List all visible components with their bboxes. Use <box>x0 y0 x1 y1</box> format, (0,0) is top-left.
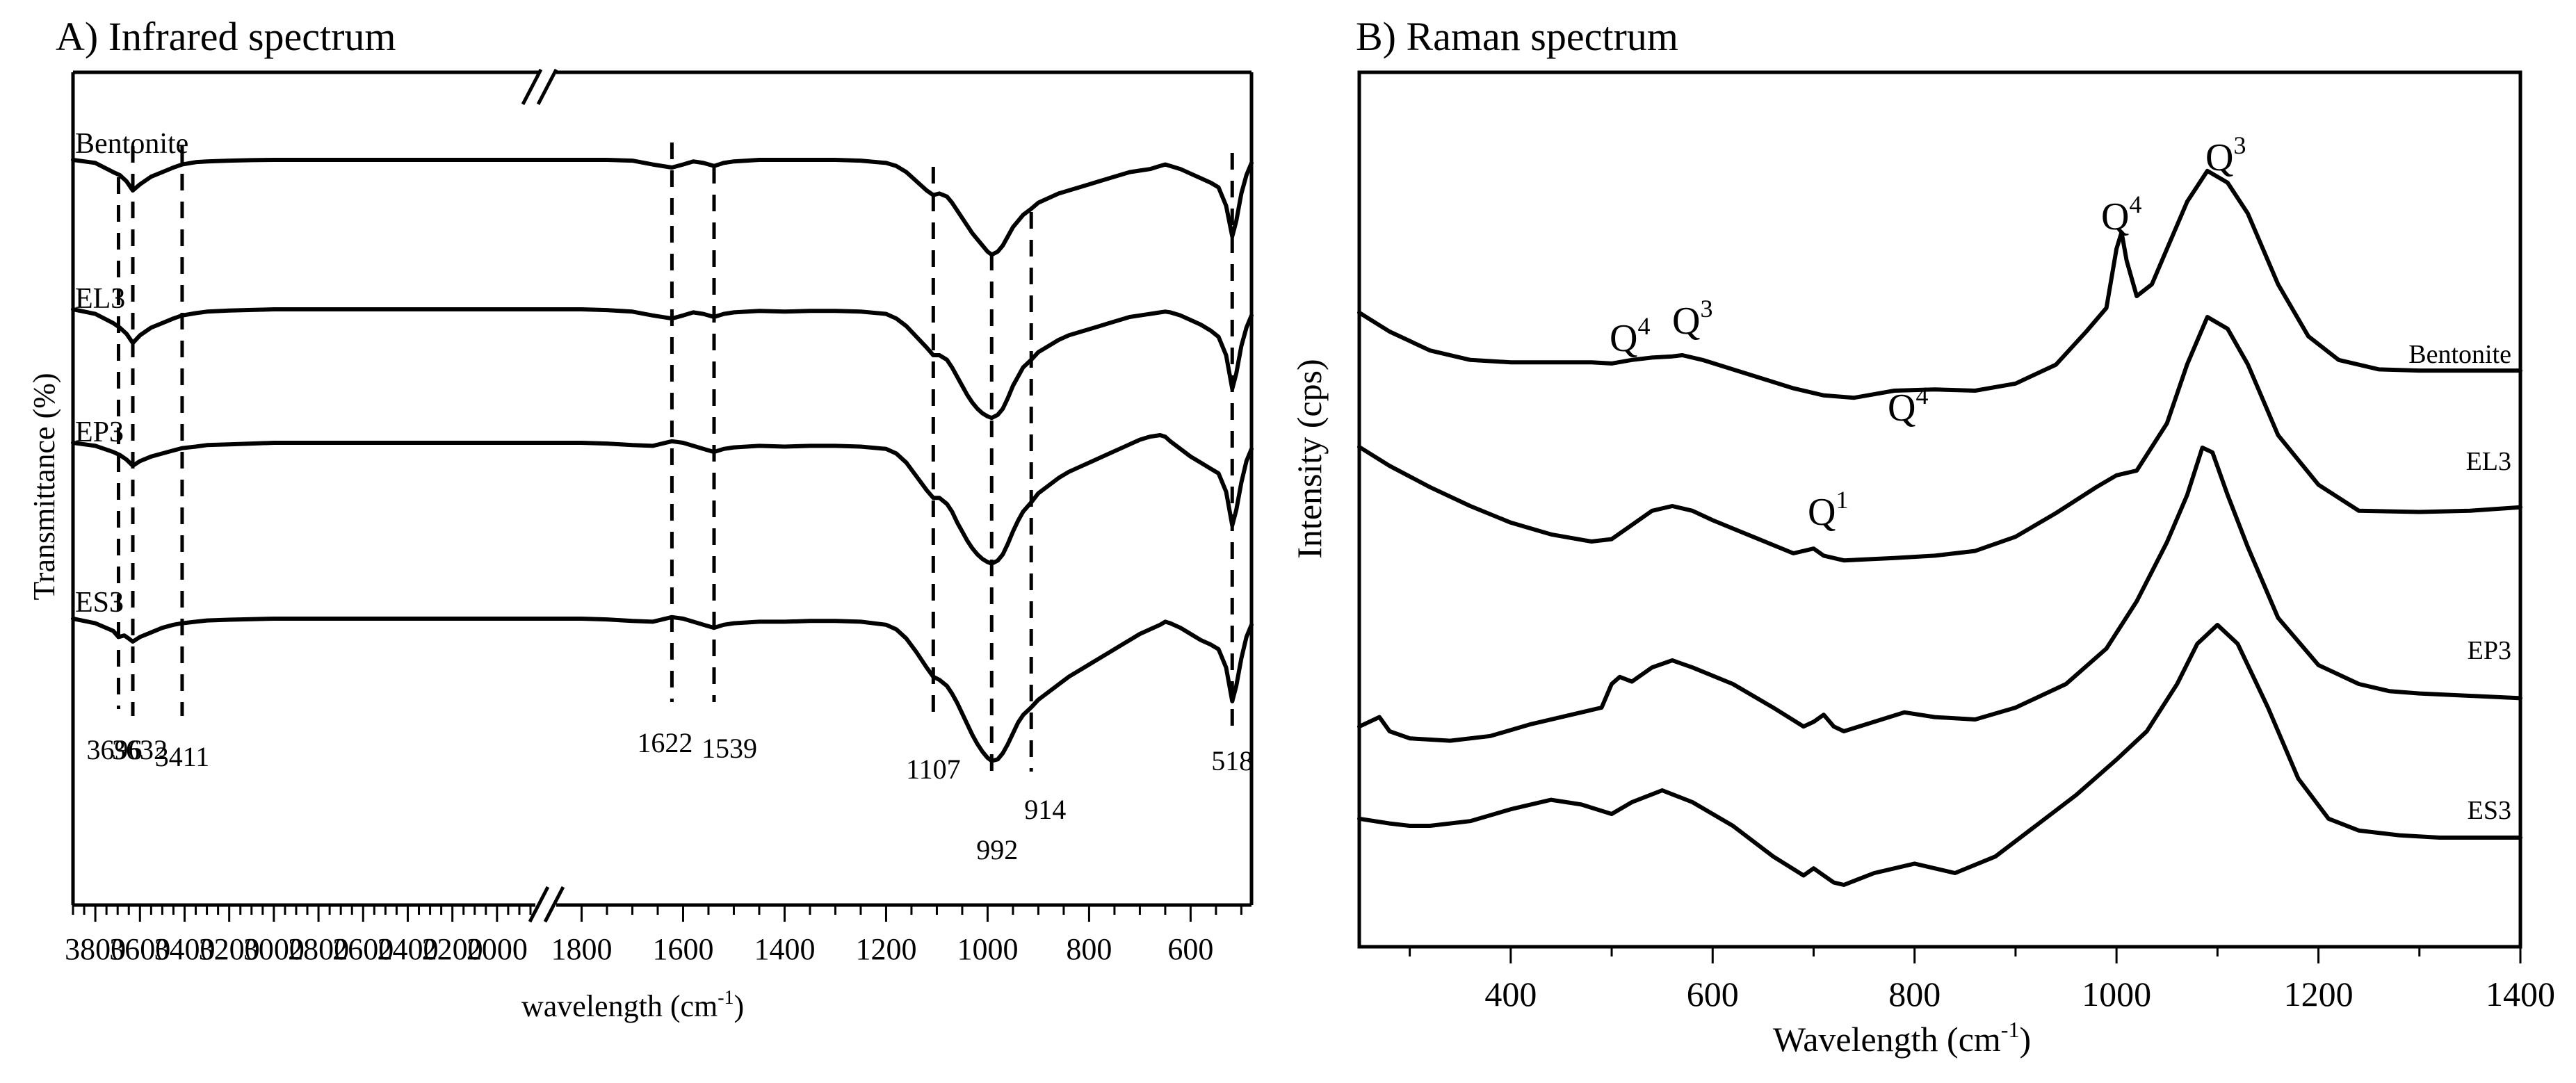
raman-curve-es3 <box>1357 623 2522 887</box>
ir-curve-es3-right <box>528 614 1254 763</box>
raman-x-axis-label-sup: -1 <box>2001 1017 2020 1042</box>
ir-curve-ep3-right <box>528 433 1254 566</box>
ir-marker-label-3696: 3696 <box>86 734 142 765</box>
ir-series-labels: Bentonite EL3 EP3 ES3 <box>75 128 188 619</box>
ir-x-axis-label-text: wavelength (cm <box>521 989 718 1023</box>
ir-tick-label-800: 800 <box>1066 932 1112 966</box>
raman-tick-label-800: 800 <box>1888 975 1941 1013</box>
raman-series-label-ep3: EP3 <box>2468 636 2511 665</box>
raman-series-label-bentonite: Bentonite <box>2408 340 2511 369</box>
raman-annotation-q3-4: Q3 <box>2205 131 2246 179</box>
ir-x-ticks <box>72 905 1242 922</box>
ir-marker-label-1539: 1539 <box>702 733 757 764</box>
ir-curve-bentonite-left <box>71 158 533 193</box>
ir-marker-label-1107: 1107 <box>906 754 961 785</box>
raman-tick-label-1200: 1200 <box>2284 975 2354 1013</box>
ir-tick-label-1400: 1400 <box>754 932 815 966</box>
raman-x-axis-label-close: ) <box>2019 1020 2031 1059</box>
raman-series-label-es3: ES3 <box>2468 796 2511 825</box>
ir-tick-label-3200: 3200 <box>199 932 260 966</box>
ir-x-axis-label: wavelength (cm-1) <box>521 987 744 1023</box>
raman-frame <box>1357 70 2522 949</box>
raman-panel: B) Raman spectrum 400 600 800 1000 1200 1400 … <box>1290 14 2555 1059</box>
ir-title: A) Infrared spectrum <box>56 14 396 59</box>
ir-series-curves <box>71 158 1254 763</box>
ir-tick-label-600: 600 <box>1167 932 1213 966</box>
ir-tick-label-1200: 1200 <box>855 932 916 966</box>
ir-y-axis-label: Transmittance (%) <box>27 373 61 600</box>
ir-curve-el3-left <box>71 307 533 345</box>
raman-annotation-q1-5: Q1 <box>1808 486 1848 534</box>
ir-series-label-ep3: EP3 <box>75 416 124 448</box>
ir-curve-el3-right <box>528 307 1254 421</box>
ir-panel: A) Infrared spectrum 3800360034003200300… <box>27 14 1254 1023</box>
ir-tick-label-3000: 3000 <box>243 932 305 966</box>
ir-tick-label-2200: 2200 <box>422 932 483 966</box>
raman-y-axis-label: Intensity (cps) <box>1290 359 1329 558</box>
raman-series-label-el3: EL3 <box>2466 447 2511 476</box>
ir-tick-label-2800: 2800 <box>288 932 349 966</box>
ir-marker-label-518: 518 <box>1211 745 1253 776</box>
ir-tick-label-1000: 1000 <box>957 932 1018 966</box>
ir-tick-label-2000: 2000 <box>467 932 528 966</box>
ir-curve-es3-left <box>71 617 533 644</box>
raman-curve-el3 <box>1357 315 2522 563</box>
ir-x-axis-label-sup: -1 <box>718 987 734 1009</box>
raman-annotation-q4-2: Q4 <box>1888 382 1928 430</box>
raman-q-annotations: Q4 Q3 Q4 Q4 Q3 Q1 <box>1610 131 2246 534</box>
ir-curve-ep3-left <box>71 441 533 468</box>
raman-tick-label-600: 600 <box>1687 975 1739 1013</box>
ir-x-tick-labels: 3800360034003200300028002600240022002000… <box>65 932 1213 966</box>
ir-tick-label-3800: 3800 <box>65 932 126 966</box>
ir-marker-label-914: 914 <box>1024 794 1066 825</box>
raman-annotation-q4-0: Q4 <box>1610 312 1650 360</box>
raman-series-curves <box>1357 168 2522 887</box>
ir-x-axis-label-close: ) <box>734 989 745 1023</box>
ir-curve-bentonite-right <box>528 158 1254 257</box>
ir-marker-label-1622: 1622 <box>637 727 692 758</box>
ir-tick-label-1800: 1800 <box>551 932 612 966</box>
ir-series-label-es3: ES3 <box>75 587 124 619</box>
ir-tick-label-3600: 3600 <box>109 932 170 966</box>
raman-x-axis-label-text: Wavelength (cm <box>1773 1020 2001 1059</box>
raman-curve-ep3 <box>1357 446 2522 743</box>
raman-annotation-q4-3: Q4 <box>2101 190 2141 238</box>
ir-frame <box>71 70 1254 907</box>
ir-marker-label-3411: 3411 <box>155 741 210 772</box>
raman-series-labels: Bentonite EL3 EP3 ES3 <box>2408 340 2511 825</box>
ir-series-label-bentonite: Bentonite <box>75 128 188 160</box>
raman-annotation-q3-1: Q3 <box>1672 295 1712 343</box>
raman-tick-label-1400: 1400 <box>2486 975 2555 1013</box>
ir-axis-break-bottom <box>528 886 565 923</box>
ir-axis-break-top <box>521 68 558 106</box>
raman-tick-label-400: 400 <box>1484 975 1537 1013</box>
raman-title: B) Raman spectrum <box>1356 14 1678 59</box>
raman-curve-bentonite <box>1357 168 2522 400</box>
raman-x-tick-labels: 400 600 800 1000 1200 1400 <box>1484 975 2555 1013</box>
ir-tick-label-2600: 2600 <box>332 932 394 966</box>
ir-series-label-el3: EL3 <box>75 283 125 315</box>
ir-tick-label-1600: 1600 <box>652 932 713 966</box>
ir-marker-label-3632: 3632 <box>112 734 168 765</box>
raman-x-ticks <box>1409 947 2522 963</box>
raman-x-axis-label: Wavelength (cm-1) <box>1773 1017 2031 1059</box>
raman-tick-label-1000: 1000 <box>2082 975 2151 1013</box>
ir-tick-label-2400: 2400 <box>377 932 438 966</box>
ir-tick-label-3400: 3400 <box>154 932 215 966</box>
ir-marker-label-992: 992 <box>976 834 1018 865</box>
